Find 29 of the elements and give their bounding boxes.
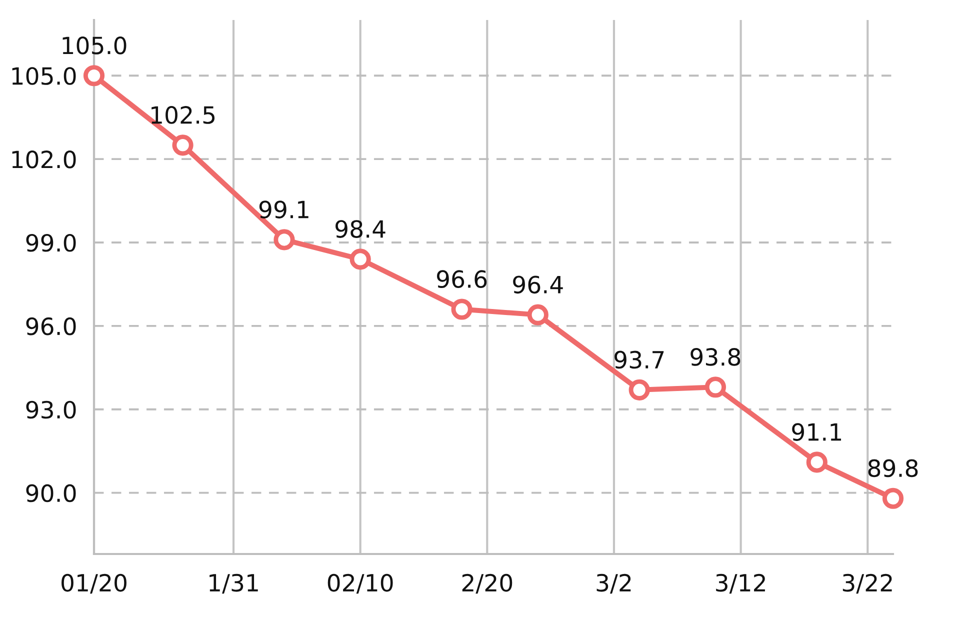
point	[882, 488, 904, 509]
data-label: 93.7	[614, 350, 664, 369]
y-tick-label: 96.0	[26, 317, 76, 336]
point	[350, 248, 371, 270]
data-label: 98.4	[336, 220, 386, 238]
data-label: 99.1	[259, 200, 308, 218]
x-tick-label: 2/20	[462, 574, 512, 594]
y-tick-label: 99.0	[26, 234, 76, 252]
data-label: 89.8	[868, 459, 918, 478]
x-tick-label: 02/10	[328, 574, 393, 594]
x-tick-label: 3/2	[596, 574, 631, 594]
y-tick-label: 102.0	[12, 150, 76, 168]
point	[83, 65, 105, 86]
point	[704, 376, 726, 398]
x-tick-label: 1/31	[210, 574, 258, 594]
data-label: 105.0	[62, 36, 126, 54]
point	[527, 304, 548, 326]
x-tick-label: 3/22	[842, 574, 892, 594]
data-label: 96.4	[513, 276, 563, 294]
data-label: 91.1	[792, 423, 842, 441]
x-tick-label: 3/12	[716, 574, 765, 594]
data-label: 102.5	[152, 106, 215, 124]
x-tick-label: 01/20	[62, 574, 126, 594]
data-label: 93.8	[690, 348, 740, 366]
data-label: 96.6	[436, 270, 487, 288]
point	[172, 134, 194, 156]
y-tick-label: 105.0	[12, 67, 76, 85]
y-tick-label: 90.0	[26, 484, 76, 502]
y-tick-label: 93.0	[26, 400, 76, 419]
